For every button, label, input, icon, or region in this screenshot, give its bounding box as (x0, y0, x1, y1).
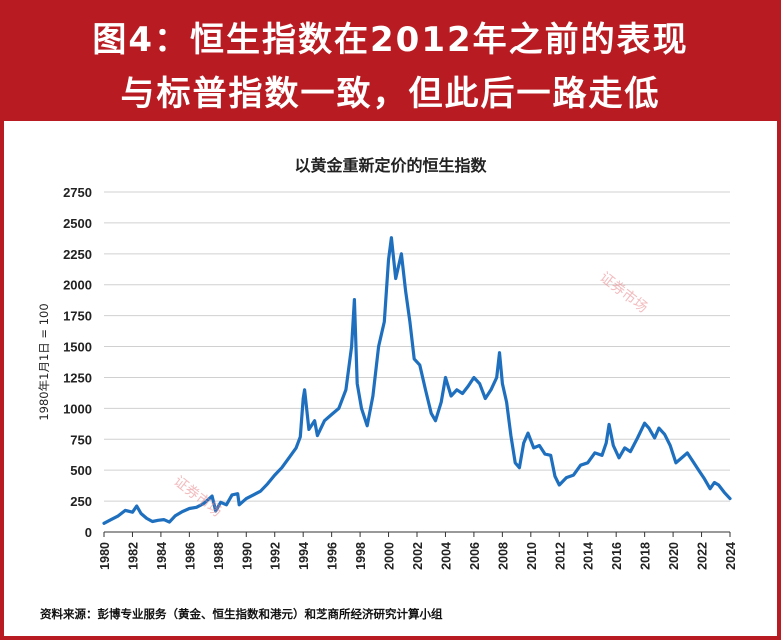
x-tick-label: 2012 (553, 542, 567, 570)
x-tick-label: 1986 (183, 542, 197, 570)
y-tick-label: 2750 (63, 185, 92, 200)
x-tick-label: 1996 (326, 542, 340, 570)
y-axis-label: 1980年1月1日 = 100 (37, 303, 51, 420)
x-tick-label: 2000 (383, 542, 397, 570)
y-tick-label: 2000 (63, 278, 92, 293)
x-tick-label: 2008 (496, 542, 510, 570)
x-tick-label: 2006 (468, 542, 482, 570)
x-tick-label: 2024 (724, 542, 738, 570)
y-tick-label: 1500 (63, 340, 92, 355)
source-note: 资料来源：彭博专业服务（黄金、恒生指数和港元）和芝商所经济研究计算小组 (40, 607, 443, 621)
x-tick-label: 1980 (98, 542, 112, 570)
x-tick-label: 1982 (126, 542, 140, 570)
x-tick-label: 1992 (269, 542, 283, 570)
y-tick-label: 1750 (63, 309, 92, 324)
x-tick-label: 1994 (297, 542, 311, 570)
y-tick-label: 250 (70, 494, 92, 509)
y-tick-label: 2250 (63, 247, 92, 262)
y-tick-label: 750 (70, 432, 92, 447)
y-tick-label: 0 (85, 525, 92, 540)
x-tick-label: 1990 (240, 542, 254, 570)
banner-title-line-2: 与标普指数一致，但此后一路走低 (120, 74, 661, 114)
series-line (102, 236, 732, 525)
chart-title: 以黄金重新定价的恒生指数 (294, 156, 487, 175)
x-tick-label: 2004 (439, 542, 453, 570)
x-tick-label: 2002 (411, 542, 425, 570)
x-tick-label: 2010 (525, 542, 539, 570)
x-tick-label: 2022 (696, 542, 710, 570)
y-tick-label: 1250 (63, 370, 92, 385)
x-tick-label: 2020 (667, 542, 681, 570)
x-tick-label: 2016 (610, 542, 624, 570)
x-tick-label: 1988 (212, 542, 226, 570)
x-tick-label: 2018 (639, 542, 653, 570)
y-tick-label: 2500 (63, 216, 92, 231)
x-tick-label: 1984 (155, 542, 169, 570)
x-tick-label: 1998 (354, 542, 368, 570)
title-banner: 图4：恒生指数在2012年之前的表现 与标普指数一致，但此后一路走低 (0, 0, 781, 121)
banner-title-line-1: 图4：恒生指数在2012年之前的表现 (92, 20, 689, 60)
y-tick-label: 1000 (63, 401, 92, 416)
y-tick-label: 500 (70, 463, 92, 478)
x-tick-label: 2014 (582, 542, 596, 570)
